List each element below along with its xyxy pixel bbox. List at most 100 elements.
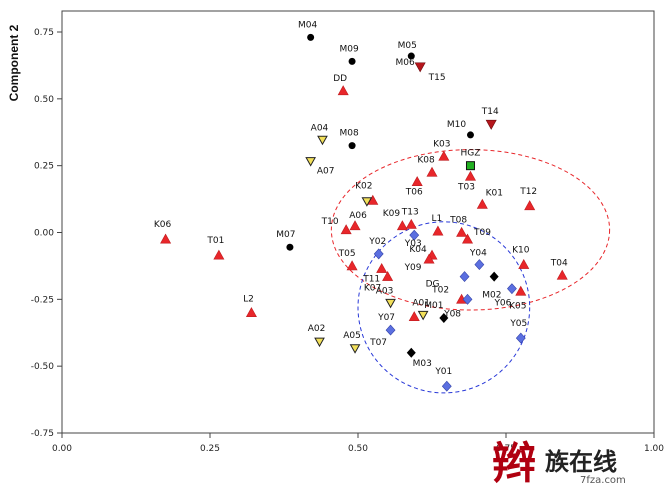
point-label-t12: T12 [519,187,537,197]
x-tick-label: 0.25 [200,444,220,454]
point-k06 [160,233,172,244]
point-label-k02: K02 [355,181,372,191]
watermark-text: 族在线 [545,447,617,476]
data-points [160,33,568,392]
point-label-t13: T13 [401,207,419,217]
point-label-m09: M09 [339,44,358,54]
point-label-dg: DG [426,280,440,290]
point-l2 [245,307,257,318]
point-t13 [405,218,417,229]
point-t08 [456,226,468,237]
point-t14 [485,119,497,130]
point-t11 [376,262,388,273]
point-l1 [432,225,444,236]
point-m07 [286,243,294,251]
point-label-hgz: HGZ [461,149,481,159]
point-label-y07: Y07 [377,313,395,323]
point-label-t03: T03 [457,182,475,192]
point-label-t08: T08 [449,216,467,226]
point-label-a04: A04 [311,123,329,133]
point-label-k07: K07 [364,284,381,294]
y-tick-label: -0.25 [31,295,54,305]
point-dd [337,85,349,96]
point-label-t15: T15 [428,73,446,83]
point-label-y08: Y08 [443,309,461,319]
point-dg [459,271,470,283]
point-hgz [465,161,475,171]
point-labels: M04 M09 M05 M06 T15 DD M08 A04 A07 M10 T14 K03 HGZ K0… [154,20,568,377]
point-a02 [314,337,325,348]
point-y05 [515,332,526,344]
point-label-l2: L2 [243,295,254,305]
point-label-t14: T14 [481,107,499,117]
point-m08 [348,142,356,150]
y-tick-label: -0.75 [31,429,54,439]
point-k03 [438,150,450,161]
point-label-k04: K04 [409,245,427,255]
point-t03 [464,170,476,181]
point-label-dd: DD [333,74,347,84]
point-m04 [307,33,315,41]
point-y03 [409,229,420,241]
point-label-t11: T11 [362,275,380,285]
point-unlabeled [361,197,373,207]
point-m10 [466,131,474,139]
point-label-a05: A05 [343,331,361,341]
point-m06 [414,62,426,73]
point-label-a03: A03 [376,286,394,296]
point-label-k03: K03 [433,139,450,149]
point-label-t06: T06 [405,188,423,198]
point-label-k05: K05 [509,301,526,311]
watermark: 辫 族在线 7fza.com [492,438,626,489]
point-unlabeled [462,293,473,305]
point-label-m06: M06 [396,58,415,68]
point-k07 [382,270,394,281]
point-t04 [556,269,568,280]
point-label-a01: A01 [412,298,430,308]
point-label-m05: M05 [398,41,417,51]
y-tick-label: 0.00 [34,229,54,239]
point-label-t02: T02 [431,285,449,295]
point-label-m03: M03 [413,359,432,369]
point-label-t05: T05 [338,249,356,259]
y-tick-label: 0.75 [34,28,54,38]
cluster-ellipses [330,149,611,394]
point-label-a02: A02 [308,324,326,334]
x-tick-label: 0.00 [52,444,72,454]
x-tick-label: 0.50 [348,444,368,454]
point-k01 [476,198,488,209]
point-m01 [439,313,449,324]
point-unlabeled [489,271,499,282]
point-label-y04: Y04 [469,249,487,259]
point-a03 [385,298,396,309]
point-y09 [423,253,435,264]
point-label-k08: K08 [417,155,435,165]
point-label-y05: Y05 [509,319,527,329]
watermark-glyph: 辫 [492,438,536,489]
plot-frame [61,10,655,434]
y-tick-label: 0.25 [34,162,54,172]
point-k10 [518,258,530,269]
point-k08 [426,166,438,177]
point-t05 [346,260,358,271]
point-y07 [385,324,396,336]
point-label-t04: T04 [550,258,568,268]
point-label-m07: M07 [276,230,295,240]
point-label-y06: Y06 [493,299,511,309]
point-label-k01: K01 [486,188,503,198]
watermark-url: 7fza.com [580,475,626,486]
point-k05 [515,285,527,296]
point-label-m10: M10 [447,120,466,130]
point-t06 [411,176,423,187]
point-label-m04: M04 [298,20,317,30]
point-y02 [373,248,384,260]
point-t12 [524,200,536,211]
x-tick-label: 0.75 [496,444,516,454]
point-t09 [462,233,474,244]
y-tick-label: -0.50 [31,362,55,372]
point-label-y02: Y02 [368,237,386,247]
point-label-y09: Y09 [404,263,422,273]
point-label-y01: Y01 [434,367,452,377]
point-label-m02: M02 [482,291,501,301]
point-y01 [441,380,452,392]
